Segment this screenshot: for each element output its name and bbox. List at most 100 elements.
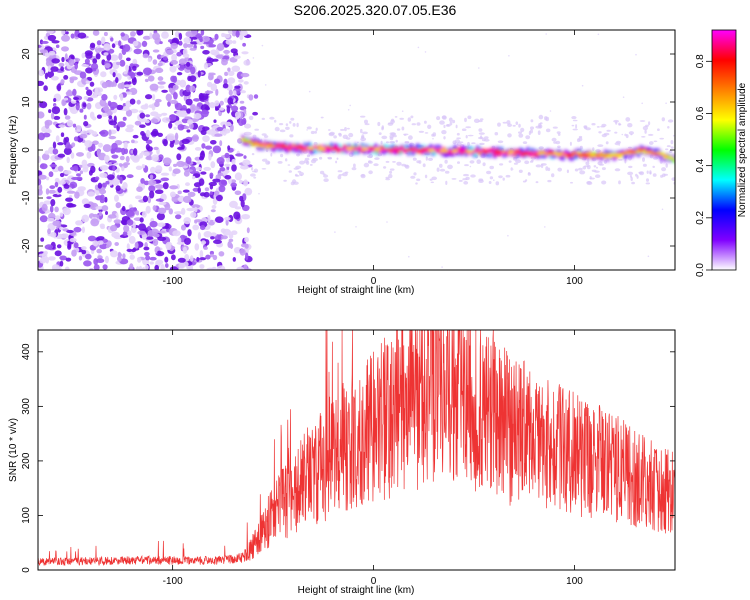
heatmap-cell xyxy=(279,123,284,126)
heatmap-cell xyxy=(338,132,342,136)
heatmap-cell xyxy=(335,160,338,164)
heatmap-cell xyxy=(96,114,102,119)
heatmap-cell xyxy=(55,135,60,143)
heatmap-cell xyxy=(161,89,168,93)
heatmap-cell xyxy=(101,94,108,101)
heatmap-cell xyxy=(65,31,69,35)
heatmap-cell xyxy=(104,102,109,111)
heatmap-cell xyxy=(58,62,65,67)
heatmap-cell xyxy=(230,179,237,184)
heatmap-cell xyxy=(85,253,92,260)
heatmap-cell xyxy=(600,125,606,128)
heatmap-cell xyxy=(66,229,74,234)
heatmap-cell xyxy=(383,166,387,169)
heatmap-cell xyxy=(386,148,395,151)
heatmap-cell xyxy=(199,257,207,261)
heatmap-cell xyxy=(219,100,224,106)
heatmap-cell xyxy=(165,263,169,268)
heatmap-cell xyxy=(545,166,549,171)
heatmap-cell xyxy=(182,195,192,203)
heatmap-cell xyxy=(169,191,176,198)
heatmap-cell xyxy=(74,62,78,70)
heatmap-cell xyxy=(210,161,216,169)
heatmap-cell xyxy=(193,113,202,120)
heatmap-cell xyxy=(287,144,292,147)
heatmap-cell xyxy=(119,59,126,67)
heatmap-cell xyxy=(285,123,289,126)
heatmap-cell xyxy=(205,254,211,260)
heatmap-cell xyxy=(439,163,443,168)
heatmap-cell xyxy=(218,185,226,193)
heatmap-cell xyxy=(67,203,77,208)
heatmap-cell xyxy=(50,231,57,238)
heatmap-cell xyxy=(71,249,77,257)
heatmap-cell xyxy=(51,58,60,64)
heatmap-cell xyxy=(86,102,92,110)
heatmap-cell xyxy=(126,243,130,250)
heatmap-cell xyxy=(214,33,219,40)
heatmap-cell xyxy=(136,30,144,36)
heatmap-cell xyxy=(436,167,440,172)
heatmap-cell xyxy=(104,196,108,203)
heatmap-cell xyxy=(174,31,180,38)
heatmap-cell xyxy=(622,96,625,98)
heatmap-cell xyxy=(52,193,62,198)
heatmap-cell xyxy=(494,150,502,154)
heatmap-cell xyxy=(464,164,469,167)
heatmap-cell xyxy=(590,156,595,159)
heatmap-cell xyxy=(54,181,59,188)
heatmap-cell xyxy=(296,122,299,128)
heatmap-cell xyxy=(136,71,144,76)
heatmap-cell xyxy=(58,124,66,128)
heatmap-cell xyxy=(101,182,107,188)
heatmap-cell xyxy=(338,147,343,151)
heatmap-cell xyxy=(189,85,196,92)
heatmap-cell xyxy=(186,207,195,212)
heatmap-cell xyxy=(467,141,470,147)
heatmap-cell xyxy=(229,200,238,208)
heatmap-cell xyxy=(574,152,579,155)
heatmap-cell xyxy=(401,126,405,131)
heatmap-cell xyxy=(431,176,438,181)
heatmap-cell xyxy=(89,81,95,87)
heatmap-cell xyxy=(481,150,489,154)
heatmap-cell xyxy=(93,258,99,266)
heatmap-cell xyxy=(408,255,410,258)
heatmap-cell xyxy=(653,140,658,143)
heatmap-cell xyxy=(399,117,405,120)
heatmap-cell xyxy=(215,54,224,59)
heatmap-cell xyxy=(81,246,87,251)
heatmap-cell xyxy=(416,160,420,164)
heatmap-cell xyxy=(230,48,238,54)
heatmap-cell xyxy=(586,181,593,186)
heatmap-cell xyxy=(243,155,247,159)
heatmap-cell xyxy=(340,128,345,131)
heatmap-cell xyxy=(320,116,324,119)
heatmap-cell xyxy=(639,120,646,122)
heatmap-cell xyxy=(182,189,190,193)
heatmap-cell xyxy=(547,167,551,172)
heatmap-cell xyxy=(647,133,654,136)
heatmap-cell xyxy=(50,112,55,120)
heatmap-cell xyxy=(187,119,193,125)
heatmap-cell xyxy=(601,167,606,171)
heatmap-cell xyxy=(518,131,522,134)
heatmap-cell xyxy=(232,257,236,262)
heatmap-cell xyxy=(408,135,413,140)
heatmap-cell xyxy=(634,151,639,153)
heatmap-x-ticks: -100 0 100 xyxy=(163,30,583,287)
heatmap-cell xyxy=(135,195,142,200)
heatmap-cell xyxy=(481,138,486,142)
heatmap-cell xyxy=(310,130,315,135)
heatmap-cell xyxy=(671,158,675,161)
heatmap-cell xyxy=(512,124,516,127)
heatmap-cell xyxy=(165,93,172,102)
heatmap-cell xyxy=(107,174,115,181)
heatmap-cell xyxy=(417,46,420,49)
heatmap-cell xyxy=(441,130,447,135)
heatmap-cell xyxy=(280,153,284,158)
heatmap-cell xyxy=(476,159,482,164)
heatmap-cell xyxy=(507,234,509,237)
heatmap-cell xyxy=(208,44,217,48)
colorbar-ticks: 0.0 0.2 0.4 0.6 0.8 xyxy=(695,54,712,277)
